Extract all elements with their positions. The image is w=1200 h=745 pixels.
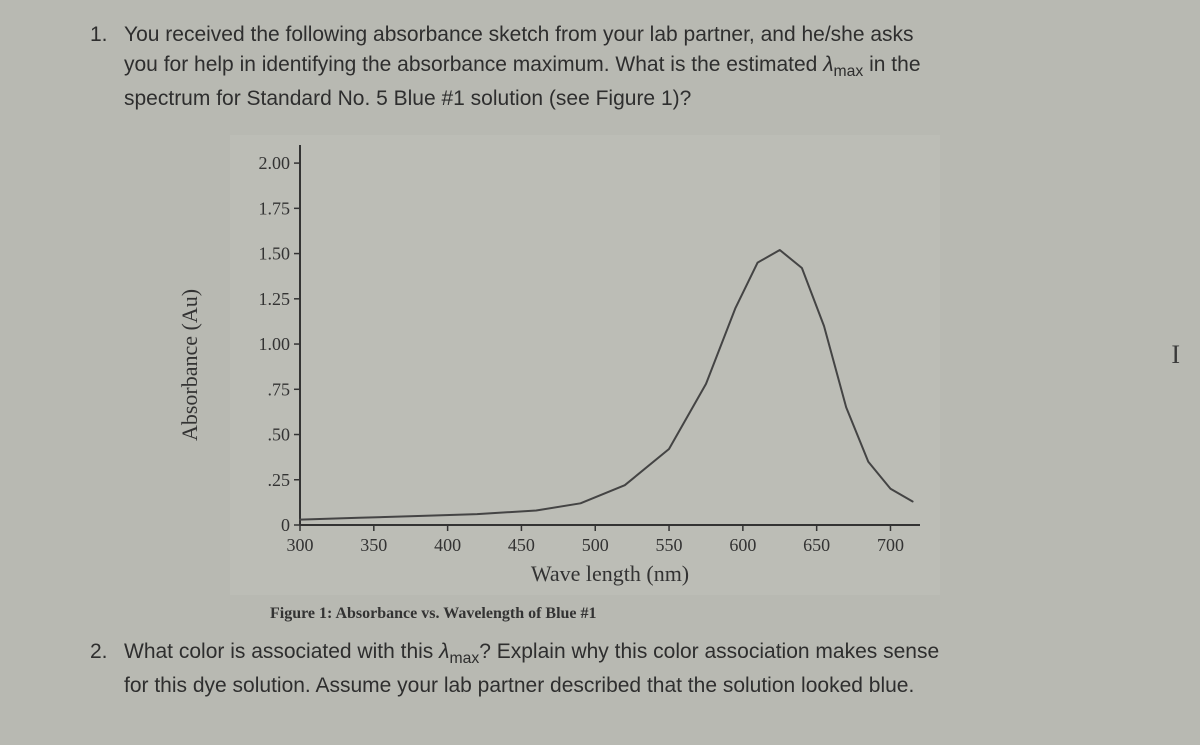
question-1: 1.You received the following absorbance …	[90, 20, 1110, 115]
svg-text:500: 500	[582, 535, 609, 555]
svg-text:450: 450	[508, 535, 535, 555]
y-axis-label: Absorbance (Au)	[177, 289, 203, 441]
q2-line2: for this dye solution. Assume your lab p…	[124, 674, 914, 697]
text-cursor-icon: I	[1171, 340, 1180, 370]
svg-text:650: 650	[803, 535, 830, 555]
q1-line3: spectrum for Standard No. 5 Blue #1 solu…	[124, 87, 691, 110]
lambda-symbol-2: λ	[439, 640, 449, 663]
svg-text:1.50: 1.50	[259, 243, 291, 263]
svg-text:2.00: 2.00	[259, 153, 291, 173]
svg-text:550: 550	[656, 535, 683, 555]
svg-text:.50: .50	[268, 424, 291, 444]
svg-text:350: 350	[360, 535, 387, 555]
svg-text:400: 400	[434, 535, 461, 555]
figure-caption: Figure 1: Absorbance vs. Wavelength of B…	[270, 605, 1110, 623]
q2-line1a: What color is associated with this	[124, 640, 439, 663]
svg-text:0: 0	[281, 515, 290, 535]
svg-text:700: 700	[877, 535, 904, 555]
svg-text:.25: .25	[268, 470, 291, 490]
svg-text:1.75: 1.75	[259, 198, 291, 218]
lambda-sub: max	[834, 64, 864, 81]
q2-number: 2.	[90, 637, 124, 667]
svg-text:1.25: 1.25	[259, 289, 291, 309]
svg-text:300: 300	[287, 535, 314, 555]
svg-text:.75: .75	[268, 379, 291, 399]
svg-text:Wave length (nm): Wave length (nm)	[531, 561, 689, 586]
q1-line2a: you for help in identifying the absorban…	[124, 53, 823, 76]
lambda-symbol: λ	[823, 53, 833, 76]
q1-number: 1.	[90, 20, 124, 50]
q1-line2b: in the	[863, 53, 920, 76]
q2-line1b: ? Explain why this color association mak…	[479, 640, 939, 663]
q1-line1: You received the following absorbance sk…	[124, 23, 914, 46]
lambda-sub-2: max	[449, 650, 479, 667]
svg-text:1.00: 1.00	[259, 334, 291, 354]
absorbance-chart: 0 .25 .50 .75 1.00 1.25 1.50 1.75 2.00 300 350 400 4…	[230, 135, 940, 595]
chart-container: Absorbance (Au) 0.25.50.751.001.251.501.…	[230, 135, 970, 595]
question-2: 2.What color is associated with this λma…	[90, 637, 1110, 701]
svg-text:600: 600	[729, 535, 756, 555]
